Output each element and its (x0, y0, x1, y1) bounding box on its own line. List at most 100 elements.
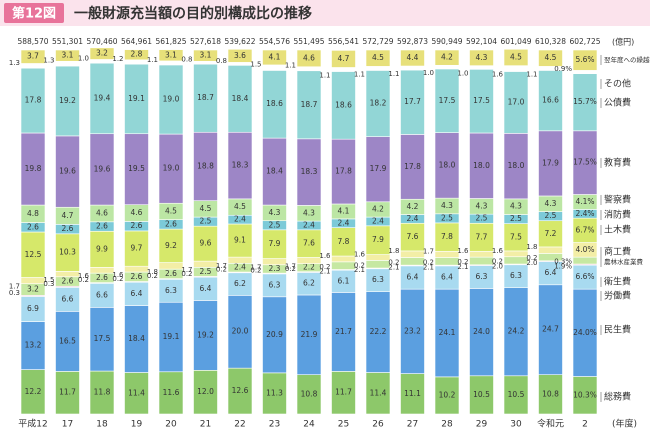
value-label: 12.0 (197, 387, 214, 396)
bar-segment (365, 260, 391, 269)
value-label: 2.6 (131, 272, 143, 281)
bar-segment (227, 295, 253, 369)
bar-segment (434, 376, 460, 415)
value-label: 1.6 (457, 247, 469, 255)
value-label: 1.2 (112, 55, 123, 63)
value-label: 1.8 (388, 247, 399, 255)
total-label: 602,725 (569, 37, 600, 46)
bar-segment (331, 292, 356, 372)
bar-segment (55, 60, 80, 67)
bar-segment (20, 63, 46, 69)
x-tick-label: 28 (441, 420, 453, 430)
value-label: 2.6 (96, 273, 108, 282)
value-label: 2.3 (269, 264, 281, 273)
value-label: 9.7 (131, 244, 143, 253)
value-label: 1.7 (216, 262, 227, 270)
bar-segment (538, 374, 563, 415)
bar-segment (331, 67, 356, 72)
value-label: 6.4 (407, 273, 419, 282)
bar-segment (55, 49, 80, 62)
value-label: 18.3 (301, 167, 318, 176)
value-label: 4.3 (476, 201, 488, 210)
value-label: 24.7 (542, 325, 559, 334)
bar-segment (400, 373, 425, 415)
value-label: 1.0 (423, 69, 434, 77)
value-label: 2.4 (338, 218, 350, 227)
chart-title: 一般財源充当額の目的別構成比の推移 (74, 5, 312, 22)
bar-segment (89, 133, 115, 206)
value-label: 16.5 (59, 336, 76, 345)
total-label: 601,049 (500, 37, 531, 46)
total-label: 527,618 (190, 37, 221, 46)
total-label: 610,328 (535, 37, 566, 46)
value-label: 1.0 (457, 69, 468, 77)
value-label: 2.6 (62, 224, 74, 233)
bar-segment (434, 132, 460, 199)
value-label: 4.1% (575, 197, 594, 206)
value-label: 3.1 (62, 51, 74, 60)
value-label: 4.0% (575, 245, 594, 254)
value-label: 18.0 (508, 161, 525, 170)
value-label: 19.1 (128, 94, 145, 103)
bar-segment (503, 287, 529, 377)
value-label: 1.8 (526, 243, 537, 251)
value-label: 2.1 (423, 263, 434, 271)
value-label: 4.3 (476, 53, 488, 62)
value-label: 7.6 (407, 232, 419, 241)
value-label: 2.4 (372, 216, 384, 225)
value-label: 4.5 (545, 53, 557, 62)
bar-segment (469, 250, 494, 258)
value-label: 19.2 (59, 96, 76, 105)
value-label: 4.1 (338, 206, 350, 215)
value-label: 19.6 (94, 164, 111, 173)
value-label: 16.6 (542, 96, 559, 105)
bar-segment (434, 49, 460, 66)
bar-segment (55, 135, 80, 208)
value-label: 2.2 (303, 263, 315, 272)
value-label: 13.2 (25, 341, 42, 350)
bar-segment (262, 229, 287, 259)
bar-segment (262, 137, 287, 206)
bar-segment (296, 66, 322, 72)
value-label: 10.8 (542, 389, 559, 398)
value-label: 19.1 (163, 332, 180, 341)
bar-segment (20, 277, 46, 284)
value-label: 18.3 (232, 161, 249, 170)
value-label: 1.1 (319, 71, 330, 79)
value-label: 18.0 (439, 160, 456, 169)
bar-segment (158, 228, 184, 263)
x-tick-label: 18 (96, 420, 108, 430)
value-label: 17.0 (508, 97, 525, 106)
value-label: 11.8 (94, 388, 111, 397)
value-label: 19.6 (59, 167, 76, 176)
x-tick-label: 20 (165, 420, 177, 430)
value-label: 10.5 (473, 390, 490, 399)
bar-segment (158, 133, 184, 204)
value-label: 0.3 (43, 280, 54, 288)
bar-segment (538, 284, 563, 375)
value-label: 18.4 (128, 334, 145, 343)
bar-segment (400, 69, 425, 135)
value-label: 1.0 (78, 54, 89, 62)
value-label: 2.1 (457, 263, 468, 271)
value-label: 3.6 (234, 51, 246, 60)
bar-segment (227, 223, 253, 258)
value-label: 6.4 (131, 289, 143, 298)
value-label: 20.0 (232, 327, 249, 336)
value-label: 2.5 (510, 214, 522, 223)
value-label: 6.4 (441, 273, 453, 282)
value-label: 2.5 (545, 211, 557, 220)
total-label: 590,949 (431, 37, 462, 46)
value-label: 6.6 (96, 290, 108, 299)
value-label: 7.8 (441, 232, 453, 241)
value-label: 0.2 (354, 261, 365, 269)
value-label: 0.2 (388, 258, 399, 266)
value-label: 2.1 (354, 266, 365, 274)
value-label: 6.1 (338, 276, 350, 285)
bar-segment (434, 222, 460, 252)
bar-segment (538, 70, 563, 132)
x-tick-label: 17 (62, 420, 73, 430)
value-label: 2.6 (165, 219, 177, 228)
value-label: 11.6 (163, 388, 180, 397)
value-label: 2.5 (200, 267, 212, 276)
